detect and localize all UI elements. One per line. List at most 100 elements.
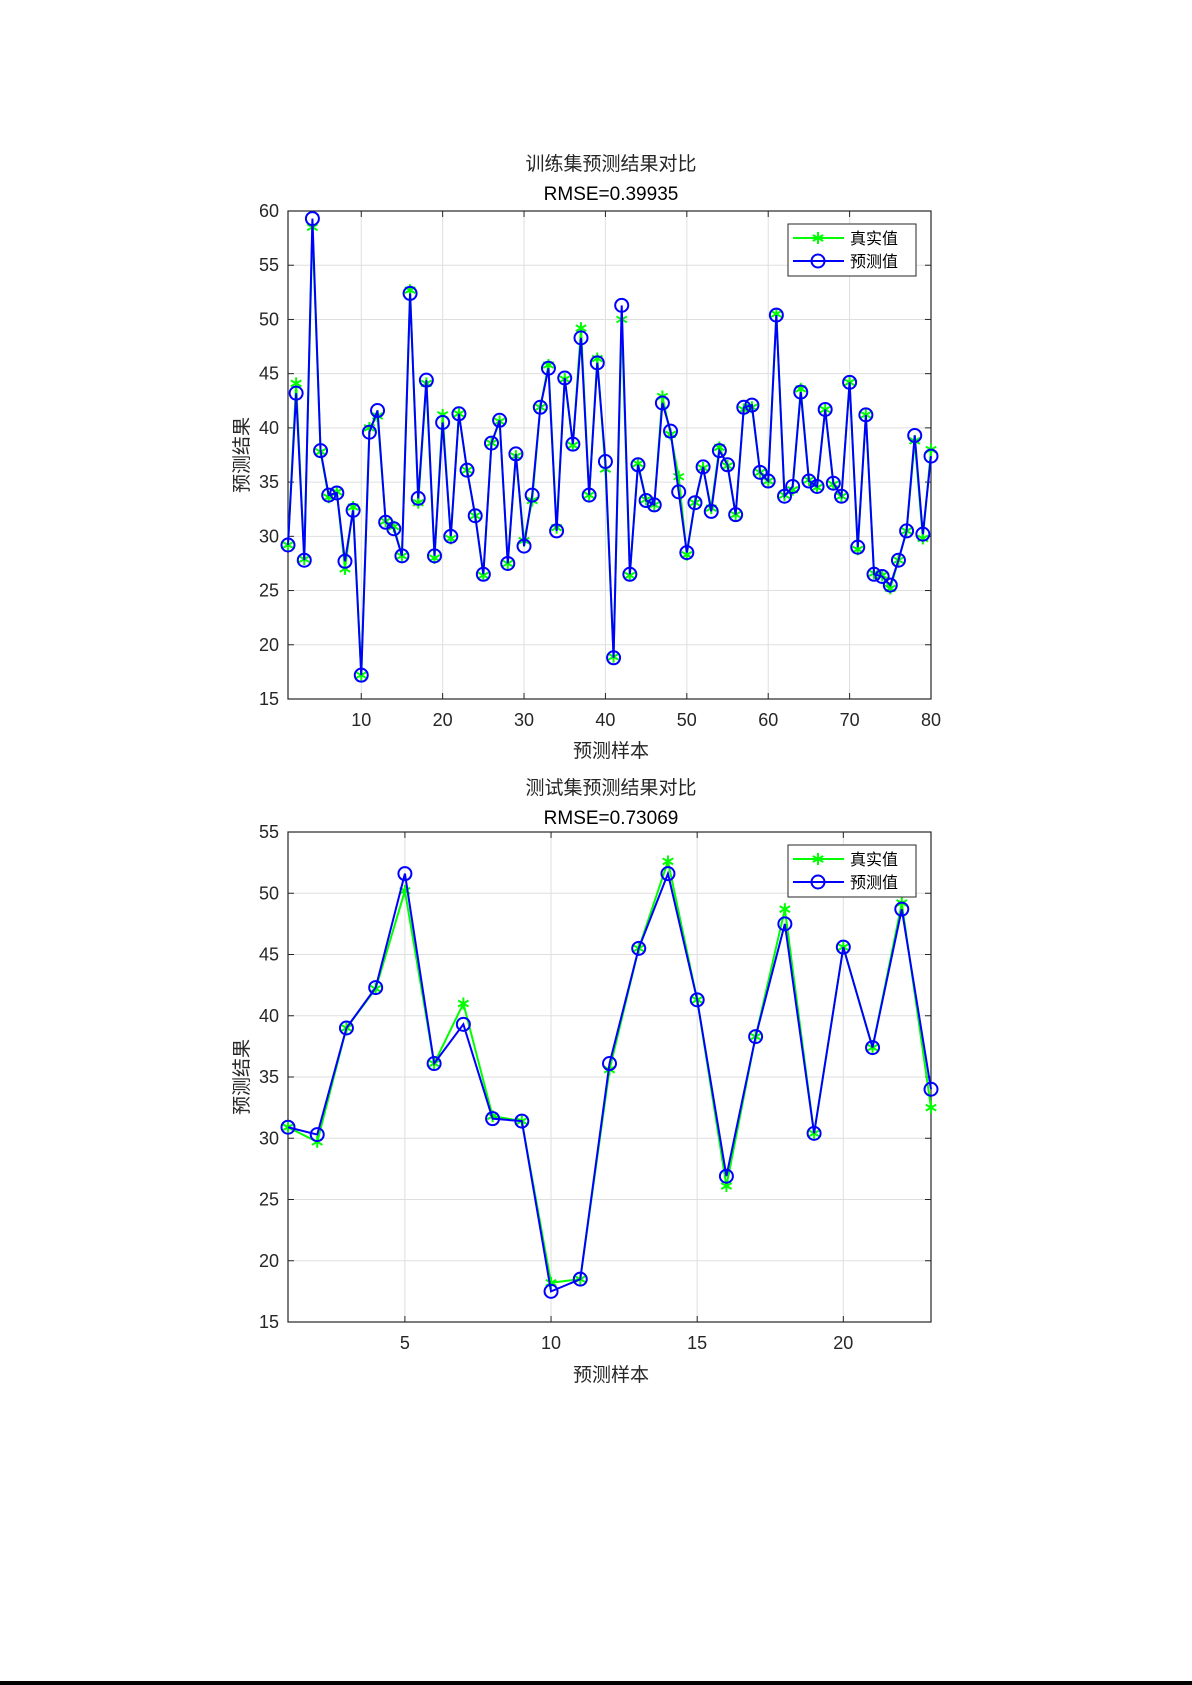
data-point-circle <box>475 566 491 582</box>
train-x-tick-label: 20 <box>433 710 453 730</box>
data-point-circle <box>874 568 890 584</box>
legend-item: 真实值 <box>793 229 898 248</box>
data-point-circle <box>679 545 695 561</box>
test-chart: 测试集预测结果对比 RMSE=0.73069 预测样本 预测结果 5 10 15 20… <box>231 777 939 1386</box>
legend-label: 真实值 <box>850 229 898 248</box>
data-point-circle <box>809 478 825 494</box>
data-point-circle <box>638 493 654 509</box>
data-point-circle <box>689 992 705 1008</box>
data-point-circle <box>703 503 719 519</box>
train-y-tick-label: 30 <box>259 526 279 546</box>
test-series-predicted <box>280 866 939 1299</box>
data-point-circle <box>514 1113 530 1129</box>
data-point-asterisk <box>779 903 791 916</box>
data-point-circle <box>361 424 377 440</box>
data-point-circle <box>368 980 384 996</box>
data-point-circle <box>671 484 687 500</box>
legend-box <box>787 223 917 277</box>
train-y-tick-label: 25 <box>259 581 279 601</box>
data-point-circle <box>842 374 858 390</box>
data-point-circle <box>451 406 467 422</box>
data-point-circle <box>288 385 304 401</box>
train-chart-rmse: RMSE=0.39935 <box>544 184 679 205</box>
data-point-circle <box>663 423 679 439</box>
data-point-circle <box>695 459 711 475</box>
data-point-circle <box>338 1020 354 1036</box>
train-x-tick-label: 10 <box>351 710 371 730</box>
data-point-circle <box>589 355 605 371</box>
train-y-tick-label: 55 <box>259 255 279 275</box>
data-point-circle <box>915 526 931 542</box>
data-point-circle <box>353 667 369 683</box>
data-point-circle <box>835 939 851 955</box>
data-point-asterisk <box>457 997 470 1010</box>
data-point-circle <box>402 285 418 301</box>
train-series-line <box>287 218 932 676</box>
data-point-asterisk <box>662 855 674 868</box>
data-point-circle <box>597 454 613 470</box>
data-point-circle <box>572 1271 588 1287</box>
train-y-tick-label: 40 <box>259 418 279 438</box>
data-point-circle <box>543 1283 559 1299</box>
data-point-circle <box>280 537 296 553</box>
data-point-circle <box>923 448 939 464</box>
bottom-border <box>0 1681 1192 1685</box>
legend-label: 预测值 <box>850 252 898 271</box>
train-y-tick-label: 15 <box>259 689 279 709</box>
data-point-circle <box>899 523 915 539</box>
data-point-circle <box>660 866 676 882</box>
data-point-circle <box>631 940 647 956</box>
data-point-circle <box>581 487 597 503</box>
data-point-circle <box>882 577 898 593</box>
legend-box <box>787 844 917 898</box>
test-x-axis-label: 预测样本 <box>573 1364 649 1386</box>
test-y-axis-label: 预测结果 <box>231 1039 253 1115</box>
data-point-circle <box>492 412 508 428</box>
test-axes-box <box>287 831 932 1323</box>
train-y-tick-label: 60 <box>259 201 279 221</box>
data-point-circle <box>410 490 426 506</box>
data-point-circle <box>752 464 768 480</box>
data-point-circle <box>313 443 329 459</box>
data-point-circle <box>557 370 573 386</box>
data-point-circle <box>711 443 727 459</box>
data-point-circle <box>280 1119 296 1135</box>
data-point-asterisk <box>812 232 824 244</box>
data-point-circle <box>606 650 622 666</box>
test-y-tick-label: 40 <box>259 1006 279 1026</box>
data-point-circle <box>817 401 833 417</box>
data-point-circle <box>483 435 499 451</box>
data-point-circle <box>337 553 353 569</box>
train-chart: 训练集预测结果对比 RMSE=0.39935 预测样本 预测结果 10 20 30 4… <box>231 153 941 762</box>
data-point-circle <box>508 446 524 462</box>
data-point-circle <box>810 253 826 269</box>
data-point-circle <box>646 497 662 513</box>
data-point-circle <box>907 427 923 443</box>
data-point-circle <box>654 395 670 411</box>
test-y-tick-label: 15 <box>259 1312 279 1332</box>
data-point-circle <box>418 372 434 388</box>
data-point-circle <box>833 488 849 504</box>
data-point-circle <box>810 874 826 890</box>
test-y-tick-label: 25 <box>259 1190 279 1210</box>
data-point-circle <box>718 1168 734 1184</box>
data-point-circle <box>443 528 459 544</box>
data-point-circle <box>850 539 866 555</box>
data-point-circle <box>427 548 443 564</box>
train-chart-title: 训练集预测结果对比 <box>525 153 696 175</box>
data-point-circle <box>777 916 793 932</box>
data-point-circle <box>785 478 801 494</box>
train-y-tick-label: 20 <box>259 635 279 655</box>
data-point-circle <box>321 487 337 503</box>
data-point-circle <box>426 1056 442 1072</box>
test-chart-title: 测试集预测结果对比 <box>525 777 696 799</box>
train-y-axis-label: 预测结果 <box>231 417 253 493</box>
data-point-circle <box>500 555 516 571</box>
train-x-tick-label: 80 <box>921 710 941 730</box>
data-point-circle <box>532 399 548 415</box>
data-point-circle <box>890 552 906 568</box>
test-x-tick-label: 10 <box>541 1333 561 1353</box>
data-point-circle <box>760 473 776 489</box>
